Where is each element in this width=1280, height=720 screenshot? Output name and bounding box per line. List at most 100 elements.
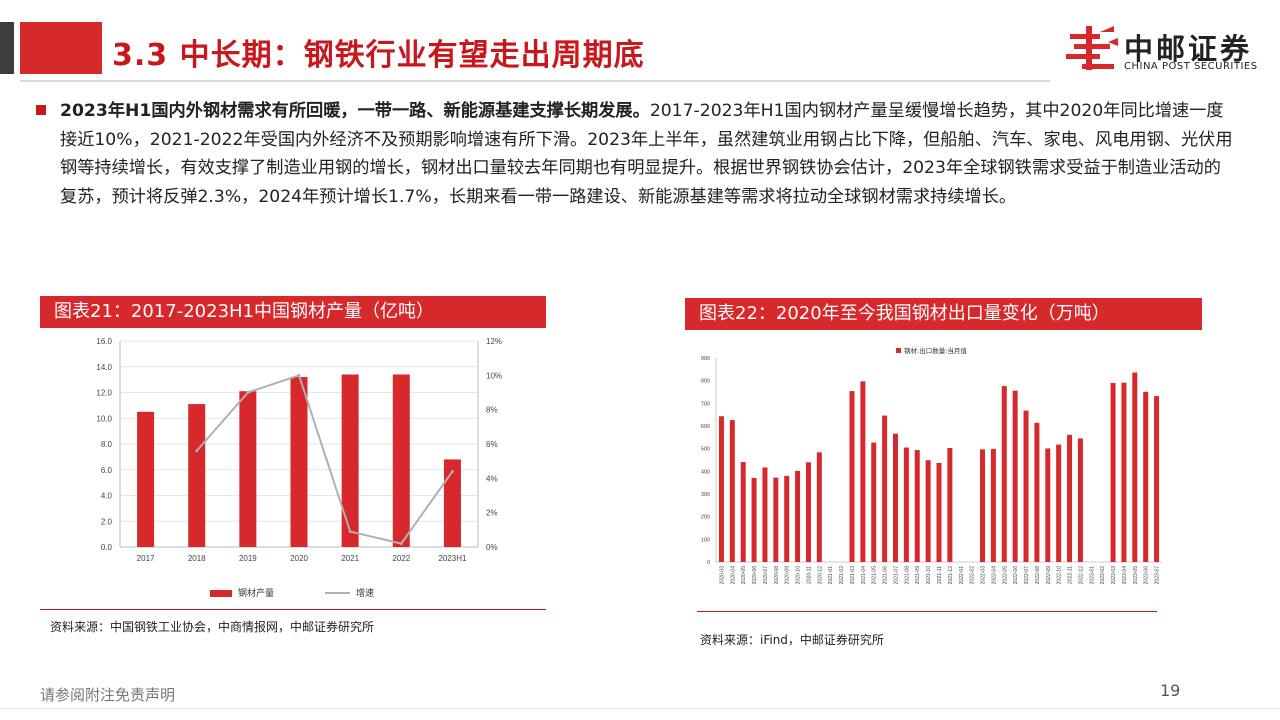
page-number: 19	[1160, 681, 1181, 700]
x-tick-label: 2021-11	[937, 566, 943, 584]
logo-text-en: CHINA POST SECURITIES	[1124, 61, 1258, 72]
bar-export	[795, 470, 801, 562]
bar-export	[1056, 444, 1062, 562]
x-tick-label: 2022	[392, 554, 410, 563]
y-tick-label: 100	[701, 537, 710, 543]
bar-export	[849, 391, 855, 562]
footer-disclaimer: 请参阅附注免责声明	[40, 686, 176, 704]
x-tick-label: 2022-12	[1078, 566, 1084, 585]
bar-export	[1132, 372, 1138, 562]
bar-export	[1045, 448, 1051, 562]
y-tick-label: 0	[707, 560, 710, 566]
bar-export	[980, 449, 986, 562]
x-tick-label: 2022-04	[991, 566, 997, 585]
logo-text-cn: 中邮证券	[1124, 32, 1253, 66]
bar-export	[718, 416, 724, 562]
bar-export	[936, 462, 942, 562]
x-tick-label: 2020-08	[774, 566, 780, 585]
x-tick-label: 2021-05	[872, 566, 878, 585]
y-tick-label: 400	[701, 469, 710, 475]
bar-production	[341, 374, 359, 547]
x-tick-label: 2020-04	[730, 566, 736, 585]
x-tick-label: 2021-08	[904, 566, 910, 585]
bar-production	[443, 459, 461, 547]
header-red-block	[20, 22, 102, 74]
summary-body: 2017-2023年H1国内钢材产量呈缓慢增长趋势，其中2020年同比增速一度接…	[60, 101, 1233, 207]
y-tick-label: 300	[701, 492, 710, 498]
x-tick-label: 2022-06	[1013, 566, 1019, 585]
bar-export	[1154, 396, 1160, 562]
bar-production	[137, 411, 155, 547]
y-tick-label: 500	[701, 447, 710, 453]
bar-production	[188, 404, 206, 547]
x-tick-label: 2022-02	[970, 566, 976, 585]
y-left-tick-label: 2.0	[101, 517, 113, 526]
bar-export	[1034, 422, 1040, 562]
x-tick-label: 2020-10	[796, 566, 802, 585]
growth-point	[297, 373, 301, 377]
bar-export	[1110, 382, 1116, 562]
x-tick-label: 2022-09	[1046, 566, 1052, 585]
y-right-tick-label: 8%	[486, 406, 498, 415]
bar-export	[1012, 390, 1018, 562]
y-left-tick-label: 12.0	[96, 389, 112, 398]
y-left-tick-label: 8.0	[101, 440, 113, 449]
footer-divider	[0, 708, 1280, 709]
legend-swatch	[896, 348, 901, 353]
bar-export	[805, 462, 811, 562]
bar-export	[892, 433, 898, 562]
y-right-tick-label: 6%	[486, 440, 498, 449]
bar-export	[990, 448, 996, 562]
bar-export	[816, 452, 822, 562]
china-post-logo-icon	[1066, 26, 1118, 70]
page-title: 3.3 中长期：钢铁行业有望走出周期底	[112, 38, 645, 73]
x-tick-label: 2021-06	[883, 566, 889, 585]
x-tick-label: 2022-03	[981, 566, 987, 585]
y-tick-label: 800	[701, 379, 710, 385]
bar-export	[751, 477, 757, 562]
legend-label-line: 增速	[356, 587, 374, 599]
growth-point	[450, 469, 454, 473]
y-right-tick-label: 4%	[486, 474, 498, 483]
bar-export	[762, 467, 768, 562]
x-tick-label: 2020-11	[806, 566, 812, 584]
x-tick-label: 2021-09	[915, 566, 921, 585]
x-tick-label: 2022-07	[1024, 566, 1030, 585]
bar-production	[392, 374, 410, 547]
y-tick-label: 200	[701, 515, 710, 521]
figure2-divider	[697, 611, 1157, 612]
x-tick-label: 2023-03	[1111, 566, 1117, 585]
y-left-tick-label: 6.0	[101, 466, 113, 475]
summary-text: 2023年H1国内外钢材需求有所回暖，一带一路、新能源基建支撑长期发展。2017…	[60, 97, 1236, 211]
x-tick-label: 2021-03	[850, 566, 856, 585]
steel-export-chart: 0 100 200 300 400 500 600 700 800 900 2020-03 2020-…	[701, 346, 1162, 585]
x-tick-label: 2022-01	[959, 566, 965, 585]
bullet-square-icon	[36, 105, 46, 115]
x-tick-label: 2021-10	[926, 566, 932, 585]
figure1-caption: 图表21：2017-2023H1中国钢材产量（亿吨）	[40, 296, 546, 328]
bar-export	[1121, 382, 1127, 562]
bar-export	[914, 450, 920, 562]
figure1-divider	[40, 609, 546, 610]
summary-lead: 2023年H1国内外钢材需求有所回暖，一带一路、新能源基建支撑长期发展。	[60, 101, 650, 121]
x-tick-label: 2018	[188, 554, 206, 563]
legend-label: 钢材:出口数量:当月值	[904, 346, 967, 355]
steel-production-chart: 0.0 2.0 4.0 6.0 8.0 10.0 12.0 14.0 16.0 0% 2% 4% 6% 8…	[96, 337, 502, 599]
x-tick-label: 2022-08	[1035, 566, 1041, 585]
bar-export	[740, 462, 746, 562]
bar-production	[239, 391, 257, 547]
bar-export	[925, 460, 931, 562]
x-tick-label: 2020-05	[741, 566, 747, 585]
x-tick-label: 2019	[239, 554, 257, 563]
x-tick-label: 2022-10	[1057, 566, 1063, 585]
x-tick-label: 2021-01	[828, 566, 834, 585]
growth-line	[195, 374, 454, 545]
y-left-tick-label: 0.0	[101, 543, 113, 552]
figure2-caption: 图表22：2020年至今我国钢材出口量变化（万吨）	[685, 298, 1202, 330]
header-dark-block	[0, 22, 14, 74]
x-tick-label: 2021	[341, 554, 359, 563]
bar-export	[1023, 410, 1029, 562]
x-tick-label: 2023-07	[1155, 566, 1161, 585]
growth-point	[246, 391, 250, 394]
bar-export	[882, 415, 888, 562]
